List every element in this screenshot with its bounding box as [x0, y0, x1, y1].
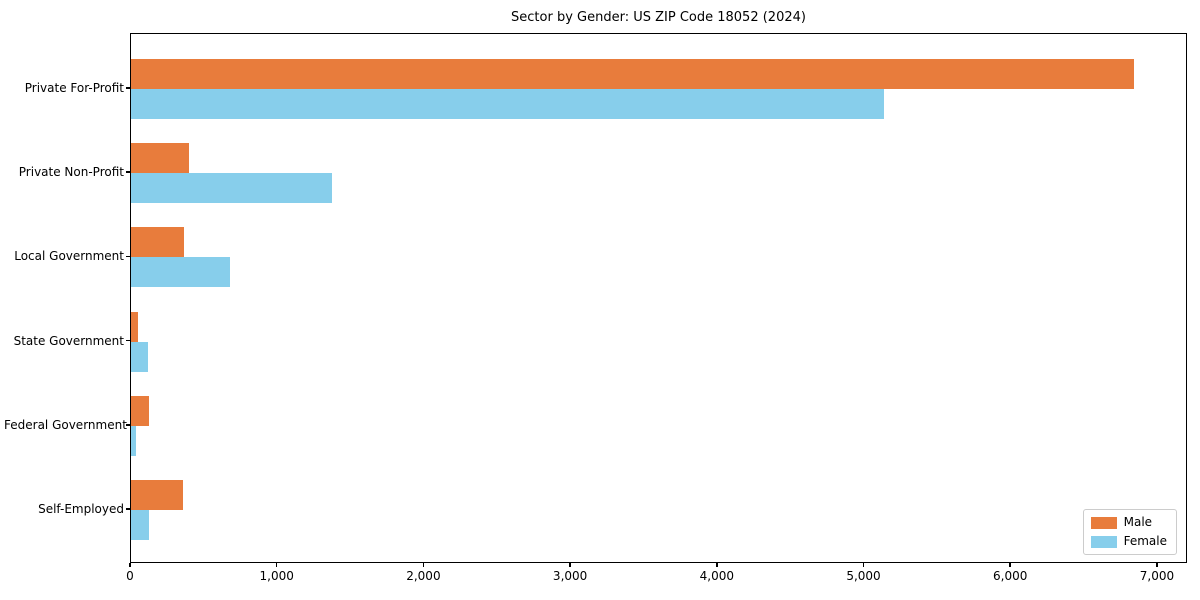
bar-male [131, 227, 184, 258]
bar-female [131, 425, 136, 456]
x-tick-label: 3,000 [552, 569, 588, 583]
bar-female [131, 341, 148, 372]
category-label: Private Non-Profit [18, 165, 124, 180]
legend-label-male: Male [1123, 515, 1153, 529]
y-tick [126, 424, 130, 426]
bar-male [131, 480, 183, 510]
bar-female [131, 510, 149, 540]
legend-item-female: Female [1090, 534, 1167, 548]
x-tick [716, 563, 718, 567]
bar-female [131, 257, 230, 288]
male-color-swatch [1090, 516, 1117, 529]
bar-male [131, 143, 189, 174]
y-tick [126, 87, 130, 89]
x-tick [1009, 563, 1011, 567]
bars-layer [131, 34, 1186, 562]
x-tick [569, 563, 571, 567]
y-tick [126, 508, 130, 510]
x-tick-label: 6,000 [993, 569, 1028, 583]
x-tick-label: 2,000 [406, 569, 441, 583]
legend-label-female: Female [1123, 534, 1167, 548]
category-label: Self-Employed [38, 502, 124, 516]
x-tick-label: 0 [126, 569, 134, 583]
bar-female [131, 173, 333, 204]
bar-male [131, 311, 139, 342]
y-tick [126, 255, 130, 258]
x-tick [422, 563, 425, 567]
category-label: Federal Government [4, 417, 127, 432]
category-label: Private For-Profit [24, 81, 124, 95]
legend-item-male: Male [1090, 515, 1167, 529]
x-tick-label: 7,000 [1139, 569, 1175, 583]
bar-female [131, 89, 884, 119]
y-tick [126, 171, 130, 173]
legend: Male Female [1082, 509, 1177, 555]
x-tick [1156, 563, 1158, 567]
x-tick-label: 4,000 [699, 569, 734, 583]
bar-male [131, 59, 1135, 89]
bar-male [131, 395, 149, 426]
plot-area: Male Female [130, 33, 1187, 563]
x-tick-label: 1,000 [259, 569, 294, 583]
category-label: State Government [13, 333, 124, 348]
x-tick [129, 563, 131, 567]
x-tick [275, 563, 278, 567]
x-tick-label: 5,000 [846, 569, 881, 583]
chart-title: Sector by Gender: US ZIP Code 18052 (202… [511, 10, 806, 25]
x-tick [862, 563, 865, 567]
category-label: Local Government [14, 249, 124, 264]
female-color-swatch [1090, 535, 1117, 548]
y-tick [126, 339, 130, 342]
